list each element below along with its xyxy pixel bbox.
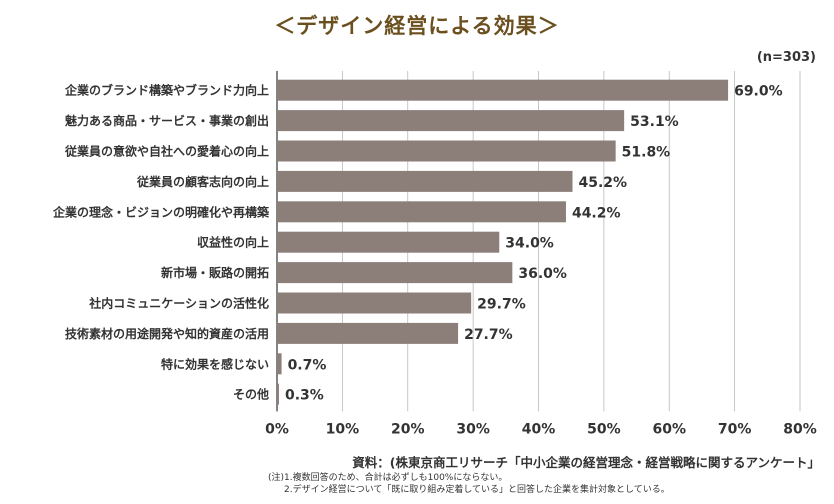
category-labels: 企業のブランド構築やブランド力向上魅力ある商品・サービス・事業の創出従業員の意欲… (52, 83, 270, 402)
bar (277, 322, 459, 344)
bar (277, 79, 729, 101)
x-tick-label: 50% (587, 421, 621, 437)
category-label: 企業のブランド構築やブランド力向上 (64, 83, 269, 98)
sample-size-label: (n=303) (756, 50, 816, 65)
x-axis-ticks: 0% 10% 20% 30% 40% 50% 60% 70% 80% (265, 421, 817, 437)
chart-title: ＜デザイン経営による効果＞ (274, 14, 560, 38)
bar (277, 383, 279, 405)
value-label: 0.3% (285, 388, 324, 404)
bar (277, 231, 500, 253)
bar (277, 292, 472, 314)
value-label: 36.0% (518, 266, 567, 282)
x-tick-label: 20% (391, 421, 425, 437)
category-label: 従業員の顧客志向の向上 (136, 174, 269, 189)
x-tick-label: 30% (456, 421, 490, 437)
footnotes: (注)1.複数回答のため、合計は必ずしも100%にならない。 2.デザイン経営に… (268, 472, 670, 496)
bar (277, 140, 616, 162)
x-tick-label: 80% (783, 421, 817, 437)
category-label: その他 (233, 387, 269, 402)
x-tick-label: 70% (718, 421, 752, 437)
bars (277, 79, 729, 405)
category-label: 魅力ある商品・サービス・事業の創出 (65, 113, 269, 128)
value-labels: 69.0% 53.1% 51.8% 45.2% 44.2% 34.0% 36.0% 29.7%… (285, 84, 783, 404)
category-label: 特に効果を感じない (161, 356, 269, 371)
bar (277, 170, 573, 192)
category-label: 企業の理念・ビジョンの明確化や再構築 (52, 204, 270, 219)
x-tick-label: 0% (265, 421, 289, 437)
value-label: 0.7% (288, 357, 327, 373)
category-label: 社内コミュニケーションの活性化 (88, 296, 269, 311)
value-label: 45.2% (578, 175, 627, 191)
category-label: 収益性の向上 (197, 235, 269, 250)
footnote-2: 2.デザイン経営について「既に取り組み定着している」と回答した企業を集計対象とし… (284, 485, 670, 495)
footnote-1: (注)1.複数回答のため、合計は必ずしも100%にならない。 (268, 473, 508, 483)
bar-chart: 企業のブランド構築やブランド力向上魅力ある商品・サービス・事業の創出従業員の意欲… (52, 71, 817, 437)
category-label: 新市場・販路の開拓 (161, 265, 269, 280)
x-tick-label: 60% (652, 421, 686, 437)
x-tick-label: 40% (522, 421, 556, 437)
value-label: 53.1% (630, 114, 679, 130)
value-label: 44.2% (572, 205, 621, 221)
value-label: 69.0% (734, 84, 783, 100)
bar (277, 201, 566, 223)
x-tick-label: 10% (326, 421, 360, 437)
category-label: 技術素材の用途開発や知的資産の活用 (65, 326, 269, 341)
bar (277, 353, 282, 375)
bar (277, 262, 513, 284)
value-label: 27.7% (464, 327, 513, 343)
value-label: 34.0% (505, 236, 554, 252)
source-note: 資料：(株東京商工リサーチ「中小企業の経営理念・経営戦略に関するアンケート」 (352, 455, 820, 470)
value-label: 29.7% (477, 297, 526, 313)
bar (277, 110, 625, 132)
category-label: 従業員の意欲や自社への愛着心の向上 (64, 144, 269, 159)
value-label: 51.8% (622, 145, 671, 161)
